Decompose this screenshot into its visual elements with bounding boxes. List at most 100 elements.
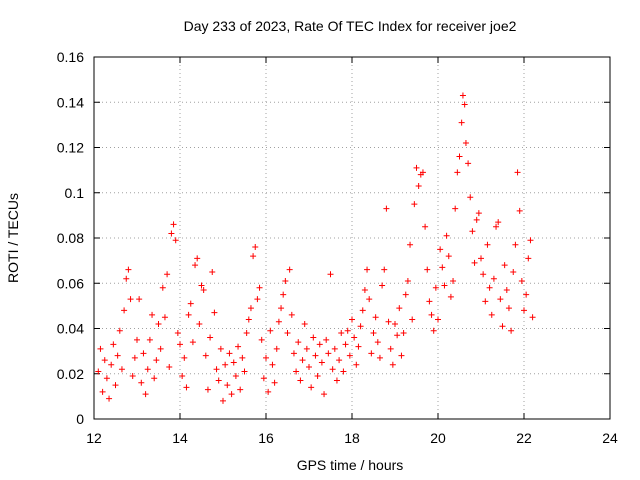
data-point bbox=[147, 337, 153, 343]
data-point bbox=[515, 169, 521, 175]
roti-chart: Day 233 of 2023, Rate Of TEC Index for r… bbox=[0, 0, 640, 480]
data-point bbox=[140, 350, 146, 356]
data-point bbox=[480, 271, 486, 277]
data-point bbox=[289, 312, 295, 318]
y-tick-label: 0.08 bbox=[57, 230, 84, 246]
data-point bbox=[287, 267, 293, 273]
data-point bbox=[113, 382, 119, 388]
data-point bbox=[386, 319, 392, 325]
x-tick-label: 24 bbox=[602, 430, 618, 446]
data-point bbox=[226, 350, 232, 356]
data-point bbox=[132, 355, 138, 361]
data-point bbox=[377, 355, 383, 361]
data-point bbox=[254, 296, 260, 302]
data-point bbox=[224, 382, 230, 388]
data-point bbox=[156, 321, 162, 327]
data-point bbox=[323, 337, 329, 343]
data-point bbox=[338, 330, 344, 336]
data-point bbox=[388, 346, 394, 352]
data-point bbox=[340, 368, 346, 374]
data-point bbox=[527, 237, 533, 243]
data-point bbox=[355, 344, 361, 350]
data-point bbox=[325, 350, 331, 356]
data-point bbox=[414, 165, 420, 171]
data-point bbox=[362, 287, 368, 293]
data-point bbox=[272, 380, 278, 386]
data-point bbox=[452, 206, 458, 212]
data-point bbox=[525, 255, 531, 261]
data-point bbox=[151, 375, 157, 381]
data-point bbox=[489, 312, 495, 318]
data-point bbox=[239, 355, 245, 361]
data-point bbox=[330, 366, 336, 372]
data-point bbox=[190, 339, 196, 345]
data-point bbox=[214, 366, 220, 372]
data-point bbox=[175, 330, 181, 336]
y-tick-label: 0.06 bbox=[57, 275, 84, 291]
data-point bbox=[478, 255, 484, 261]
data-point bbox=[280, 292, 286, 298]
data-point bbox=[248, 305, 254, 311]
data-point bbox=[502, 262, 508, 268]
data-point bbox=[411, 201, 417, 207]
data-point bbox=[183, 384, 189, 390]
data-point bbox=[517, 208, 523, 214]
data-point bbox=[267, 328, 273, 334]
data-point bbox=[375, 339, 381, 345]
y-tick-label: 0.14 bbox=[57, 94, 84, 110]
data-point bbox=[394, 332, 400, 338]
data-point bbox=[222, 362, 228, 368]
data-point bbox=[168, 230, 174, 236]
data-point bbox=[134, 337, 140, 343]
data-point bbox=[207, 335, 213, 341]
x-tick-label: 16 bbox=[258, 430, 274, 446]
data-point bbox=[164, 271, 170, 277]
data-point bbox=[123, 276, 129, 282]
data-point bbox=[512, 242, 518, 248]
data-point bbox=[368, 350, 374, 356]
data-point bbox=[482, 298, 488, 304]
data-point bbox=[360, 307, 366, 313]
data-point bbox=[328, 271, 334, 277]
data-point bbox=[306, 364, 312, 370]
data-point bbox=[220, 398, 226, 404]
data-point bbox=[353, 362, 359, 368]
data-point bbox=[149, 312, 155, 318]
data-point bbox=[100, 389, 106, 395]
data-point bbox=[181, 355, 187, 361]
data-point bbox=[295, 339, 301, 345]
data-point bbox=[108, 362, 114, 368]
x-tick-label: 12 bbox=[86, 430, 102, 446]
data-point bbox=[285, 330, 291, 336]
data-point bbox=[211, 310, 217, 316]
data-point bbox=[297, 378, 303, 384]
data-point bbox=[106, 396, 112, 402]
data-point bbox=[530, 314, 536, 320]
data-point bbox=[250, 253, 256, 259]
grid-lines bbox=[94, 57, 610, 419]
data-point bbox=[444, 233, 450, 239]
y-tick-label: 0.16 bbox=[57, 49, 84, 65]
data-point bbox=[312, 353, 318, 359]
data-point bbox=[308, 384, 314, 390]
x-tick-label: 20 bbox=[430, 430, 446, 446]
data-point bbox=[500, 323, 506, 329]
data-point bbox=[469, 228, 475, 234]
data-point bbox=[128, 296, 134, 302]
data-point bbox=[459, 120, 465, 126]
x-axis-label: GPS time / hours bbox=[297, 457, 404, 473]
data-point bbox=[171, 221, 177, 227]
data-point bbox=[125, 267, 131, 273]
data-point bbox=[143, 391, 149, 397]
data-point bbox=[166, 364, 172, 370]
y-tick-label: 0.04 bbox=[57, 321, 84, 337]
x-tick-label: 22 bbox=[516, 430, 532, 446]
data-point bbox=[194, 255, 200, 261]
chart-title: Day 233 of 2023, Rate Of TEC Index for r… bbox=[184, 18, 517, 34]
data-point bbox=[300, 357, 306, 363]
data-point bbox=[121, 307, 127, 313]
data-point bbox=[97, 346, 103, 352]
data-point bbox=[446, 253, 452, 259]
data-point bbox=[401, 330, 407, 336]
data-point bbox=[145, 366, 151, 372]
